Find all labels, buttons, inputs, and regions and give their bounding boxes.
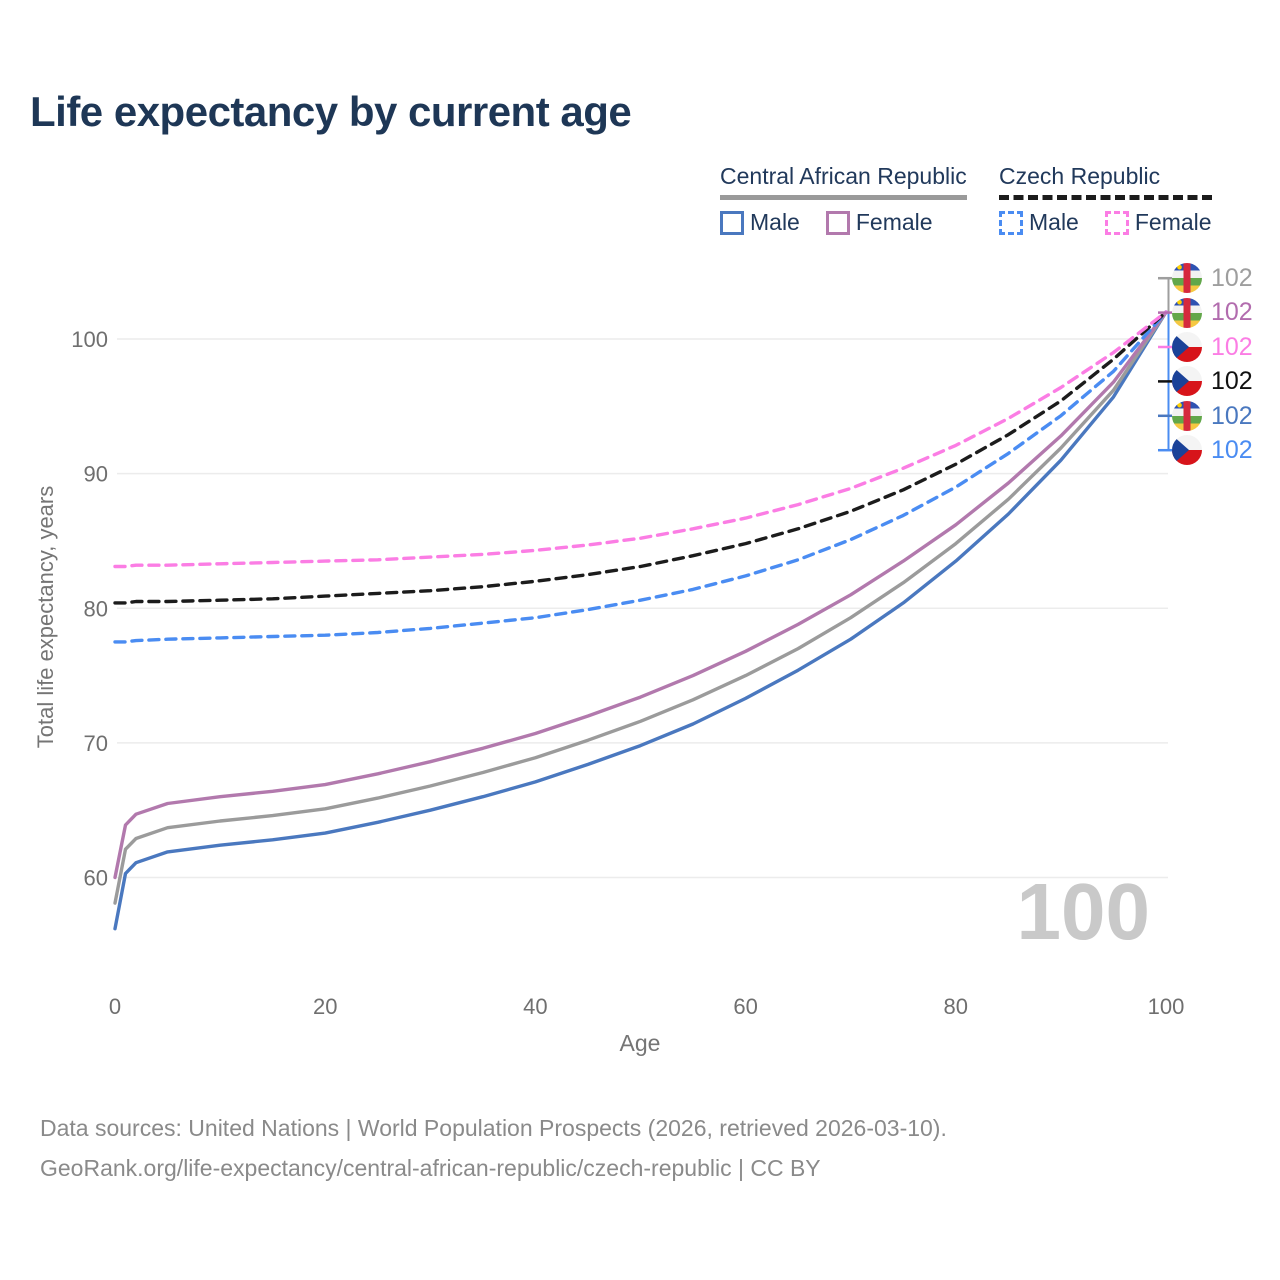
end-label-cz-female: 102	[1172, 330, 1253, 364]
cz-male-swatch-icon	[999, 210, 1023, 235]
legend-items-row: Male Female	[720, 209, 967, 236]
series-line-central-african-republic-female	[113, 310, 1168, 880]
legend-group-title: Central African Republic	[720, 163, 967, 200]
y-tick-label-100: 100	[71, 327, 108, 352]
central-african-republic-flag-icon	[1172, 263, 1202, 294]
georank-url-line: GeoRank.org/life-expectancy/central-afri…	[40, 1155, 821, 1181]
y-tick-label-70: 70	[84, 731, 108, 756]
end-label-cz-male: 102	[1172, 433, 1253, 467]
series-line-central-african-republic-male	[113, 310, 1168, 931]
x-tick-label-60: 60	[733, 994, 757, 1019]
legend-items-row: Male Female	[999, 209, 1212, 236]
y-axis-title: Total life expectancy, years	[33, 485, 58, 749]
legend-group-title: Czech Republic	[999, 163, 1212, 200]
central-african-republic-flag-icon	[1172, 297, 1202, 328]
central-african-republic-flag-icon	[1172, 400, 1202, 431]
series-line-central-african-republic-total	[113, 310, 1168, 905]
car-female-swatch-icon	[825, 210, 850, 235]
end-value: 102	[1211, 367, 1253, 396]
car-male-swatch-icon	[720, 210, 744, 235]
y-tick-label-80: 80	[84, 596, 108, 621]
end-label-car-male: 102	[1172, 399, 1253, 433]
legend-item-label: Female	[1134, 209, 1212, 235]
legend-item-car-female[interactable]: Female	[825, 209, 933, 236]
legend-item-cz-male[interactable]: Male	[999, 209, 1079, 236]
end-value: 102	[1211, 298, 1253, 327]
x-tick-label-100: 100	[1148, 994, 1185, 1019]
x-axis-title: Age	[619, 1030, 661, 1056]
end-value: 102	[1211, 435, 1253, 464]
end-value: 102	[1211, 264, 1253, 292]
y-tick-label-90: 90	[84, 462, 108, 487]
legend-item-cz-female[interactable]: Female	[1104, 209, 1212, 236]
x-tick-label-20: 20	[313, 994, 337, 1019]
czech-republic-flag-icon	[1172, 366, 1202, 397]
attribution-footer: Data sources: United Nations | World Pop…	[40, 1108, 947, 1188]
legend-item-label: Male	[1029, 209, 1079, 235]
x-tick-label-0: 0	[109, 994, 121, 1019]
legend-group-central-african-republic: Central African Republic Male Female	[720, 163, 967, 236]
legend-group-czech-republic: Czech Republic Male Female	[999, 163, 1212, 236]
end-label-car-female: 102	[1172, 295, 1253, 329]
legend-item-label: Male	[750, 209, 800, 235]
end-value: 102	[1211, 332, 1253, 361]
czech-republic-flag-icon	[1172, 331, 1202, 362]
cz-female-swatch-icon	[1104, 210, 1129, 235]
series-line-czech-republic-total	[113, 310, 1168, 605]
data-source-line: Data sources: United Nations | World Pop…	[40, 1115, 947, 1141]
page-title: Life expectancy by current age	[30, 88, 632, 135]
czech-republic-flag-icon	[1172, 435, 1202, 466]
end-label-car-total: 102	[1172, 261, 1253, 295]
legend-item-label: Female	[855, 209, 933, 235]
x-tick-label-80: 80	[944, 994, 968, 1019]
end-label-cz-total: 102	[1172, 364, 1253, 398]
age-watermark: 100	[1016, 867, 1150, 956]
legend-item-car-male[interactable]: Male	[720, 209, 800, 236]
x-tick-label-40: 40	[523, 994, 547, 1019]
y-tick-label-60: 60	[84, 866, 108, 891]
series-line-czech-republic-female	[113, 310, 1168, 569]
series-line-czech-republic-male	[113, 310, 1168, 644]
series-end-labels: 102 102 102 102 102 102	[1172, 261, 1253, 467]
end-value: 102	[1211, 401, 1253, 430]
